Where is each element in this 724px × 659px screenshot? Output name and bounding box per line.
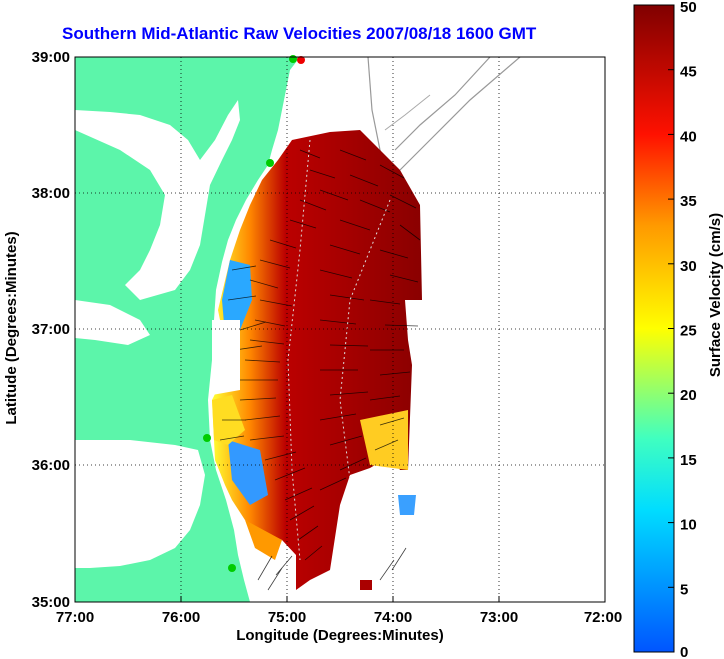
bathymetry-contour: [394, 57, 491, 151]
colorbar-tick-label: 35: [680, 193, 697, 210]
velocity-low-zone: [228, 440, 268, 505]
colorbar-tick-label: 50: [680, 0, 697, 16]
x-tick-label: 74:00: [374, 609, 412, 626]
bay-water: [75, 300, 150, 345]
velocity-low-zone: [398, 495, 416, 515]
colorbar-label: Surface Velocity (cm/s): [707, 213, 724, 377]
y-axis-label: Latitude (Degrees:Minutes): [3, 231, 20, 424]
station-marker[interactable]: [266, 159, 274, 167]
x-tick-marks: [74, 596, 606, 602]
velocity-field: [212, 130, 422, 590]
station-marker[interactable]: [203, 434, 211, 442]
station-marker[interactable]: [297, 56, 305, 64]
colorbar-tick-label: 10: [680, 517, 697, 534]
colorbar: [633, 4, 675, 653]
colorbar-tick-label: 30: [680, 258, 697, 275]
colorbar-tick-label: 5: [680, 581, 688, 598]
bay-water: [75, 100, 240, 300]
velocity-vectors: [219, 149, 421, 591]
bay-water: [212, 320, 240, 395]
y-tick-label: 38:00: [32, 185, 70, 202]
sound-water: [75, 485, 150, 512]
y-tick-label: 36:00: [32, 457, 70, 474]
colorbar-tick-label: 20: [680, 387, 697, 404]
x-tick-label: 73:00: [480, 609, 518, 626]
velocity-mid-zone: [245, 520, 282, 560]
bathymetry-contour: [399, 57, 521, 171]
colorbar-tick-label: 40: [680, 128, 697, 145]
bathymetry-contour: [384, 94, 431, 131]
x-tick-label: 72:00: [584, 609, 622, 626]
colorbar-tick-label: 15: [680, 452, 697, 469]
plot-frame: [74, 56, 606, 603]
velocity-cell: [360, 580, 372, 590]
x-axis-label: Longitude (Degrees:Minutes): [236, 627, 444, 644]
velocity-low-zone: [222, 260, 252, 335]
colorbar-tick-marks: [668, 4, 674, 588]
shelf-line: [287, 139, 311, 561]
x-tick-label: 77:00: [56, 609, 94, 626]
y-tick-label: 37:00: [32, 321, 70, 338]
y-tick-label: 39:00: [32, 49, 70, 66]
x-tick-label: 76:00: [162, 609, 200, 626]
y-tick-label: 35:00: [32, 594, 70, 611]
colorbar-tick-label: 0: [680, 644, 688, 659]
chart-title: Southern Mid-Atlantic Raw Velocities 200…: [62, 24, 537, 43]
x-tick-label: 75:00: [268, 609, 306, 626]
station-marker[interactable]: [289, 55, 297, 63]
map-grid: [75, 57, 605, 602]
colorbar-tick-label: 25: [680, 323, 697, 340]
station-marker[interactable]: [228, 564, 236, 572]
colorbar-tick-label: 45: [680, 64, 697, 81]
velocity-mid-zone: [360, 410, 408, 470]
